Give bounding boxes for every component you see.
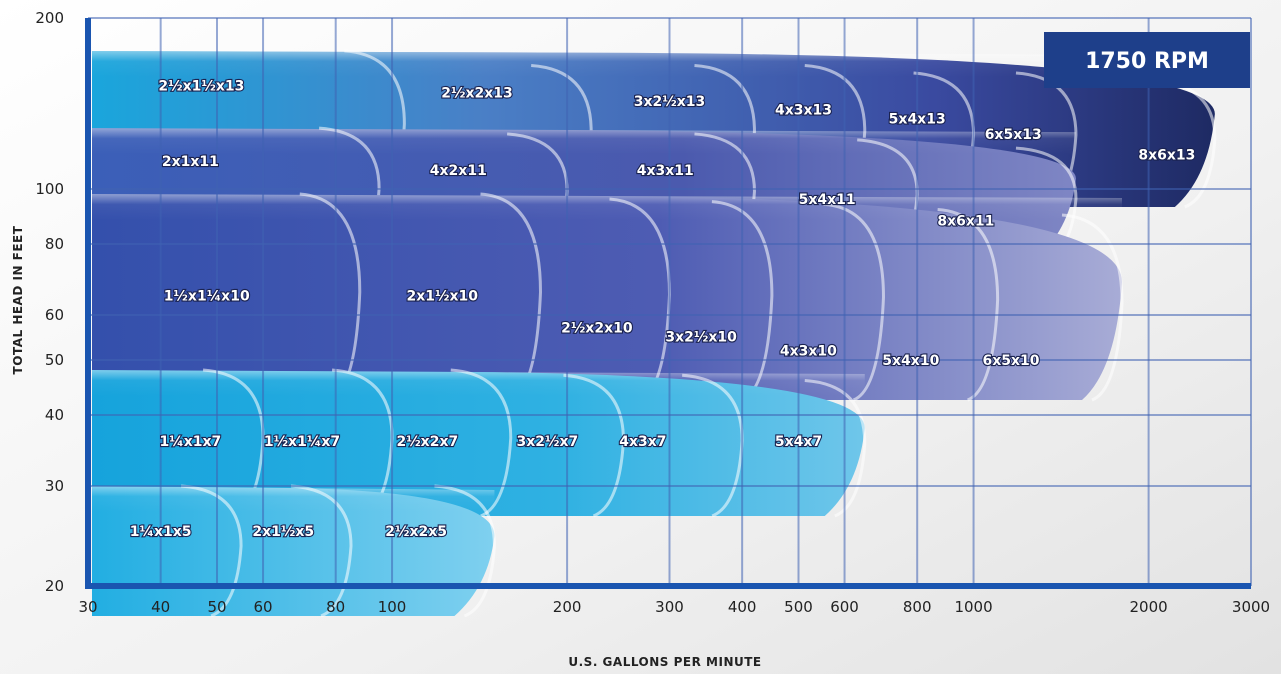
curve-label: 5x4x11 (799, 192, 856, 208)
curve-label: 1¼x1x5 (130, 524, 192, 540)
curve-label: 6x5x10 (983, 353, 1040, 369)
curve-areas (92, 49, 1217, 618)
y-tick-label: 20 (45, 577, 64, 595)
curve-label: 4x2x11 (430, 163, 487, 179)
curve-label: 4x3x10 (780, 343, 837, 359)
x-tick-label: 3000 (1232, 598, 1270, 616)
family-10-area (92, 193, 1122, 401)
curve-label: 4x3x7 (619, 434, 666, 450)
family-7-area (92, 370, 865, 516)
family-10-gloss (92, 193, 1122, 220)
curve-label: 2½x2x5 (385, 524, 447, 540)
y-axis-title: TOTAL HEAD IN FEET (11, 225, 25, 374)
curve-label: 5x4x13 (889, 112, 946, 128)
curve-label: 3x2½x10 (665, 329, 737, 345)
x-tick-label: 80 (326, 598, 345, 616)
model-envelope-edge (1061, 213, 1124, 402)
curve-label: 4x3x11 (637, 163, 694, 179)
x-tick-label: 40 (151, 598, 170, 616)
curve-label: 5x4x7 (775, 434, 822, 450)
curve-label: 2½x2x7 (396, 434, 458, 450)
curve-label: 1½x1¼x10 (164, 288, 250, 304)
curve-label: 3x2½x7 (517, 434, 579, 450)
x-axis-title: U.S. GALLONS PER MINUTE (568, 655, 761, 669)
x-tick-label: 500 (784, 598, 813, 616)
x-tick-label: 800 (903, 598, 932, 616)
x-tick-label: 2000 (1130, 598, 1168, 616)
family-13-gloss (92, 50, 1215, 77)
x-tick-label: 600 (830, 598, 859, 616)
family-5-gloss (92, 485, 495, 512)
curve-label: 8x6x13 (1138, 148, 1195, 164)
y-tick-label: 80 (45, 235, 64, 253)
rpm-badge: 1750 RPM (1044, 32, 1250, 88)
curve-label: 2½x1½x13 (158, 79, 244, 95)
y-tick-label: 40 (45, 406, 64, 424)
curve-label: 2x1x11 (162, 154, 219, 170)
y-tick-label: 100 (35, 180, 64, 198)
y-tick-label: 30 (45, 477, 64, 495)
y-axis-ticks: 20 30 40 50 60 80 100 200 (35, 9, 64, 595)
x-tick-label: 50 (207, 598, 226, 616)
curve-label: 2x1½x5 (252, 524, 314, 540)
curve-label: 8x6x11 (937, 214, 994, 230)
curve-label: 5x4x10 (882, 353, 939, 369)
curve-label: 3x2½x13 (634, 94, 706, 110)
x-tick-label: 100 (378, 598, 407, 616)
x-axis-ticks: 30 40 50 60 80 100 200 300 400 500 600 800 1000 2000 3… (78, 598, 1270, 616)
plot-frame (85, 18, 1251, 589)
curve-label: 6x5x13 (985, 127, 1042, 143)
x-tick-label: 60 (254, 598, 273, 616)
y-tick-label: 200 (35, 9, 64, 27)
curve-label: 4x3x13 (775, 103, 832, 119)
curve-label: 2x1½x10 (407, 288, 479, 304)
family-7-gloss (92, 370, 865, 397)
curve-label: 2½x2x13 (441, 85, 513, 101)
curve-labels: 2½x1½x13 2½x2x13 3x2½x13 4x3x13 5x4x13 6x5x13… (129, 78, 1197, 541)
rpm-badge-text: 1750 RPM (1085, 49, 1209, 74)
x-tick-label: 200 (553, 598, 582, 616)
x-tick-label: 1000 (954, 598, 992, 616)
y-tick-label: 60 (45, 306, 64, 324)
y-tick-label: 50 (45, 351, 64, 369)
x-tick-label: 300 (655, 598, 684, 616)
x-tick-label: 30 (78, 598, 97, 616)
curve-label: 1½x1¼x7 (264, 434, 340, 450)
curve-label: 2½x2x10 (561, 321, 633, 337)
x-tick-label: 400 (728, 598, 757, 616)
curve-label: 1¼x1x7 (160, 434, 222, 450)
family-11-gloss (92, 128, 1076, 155)
